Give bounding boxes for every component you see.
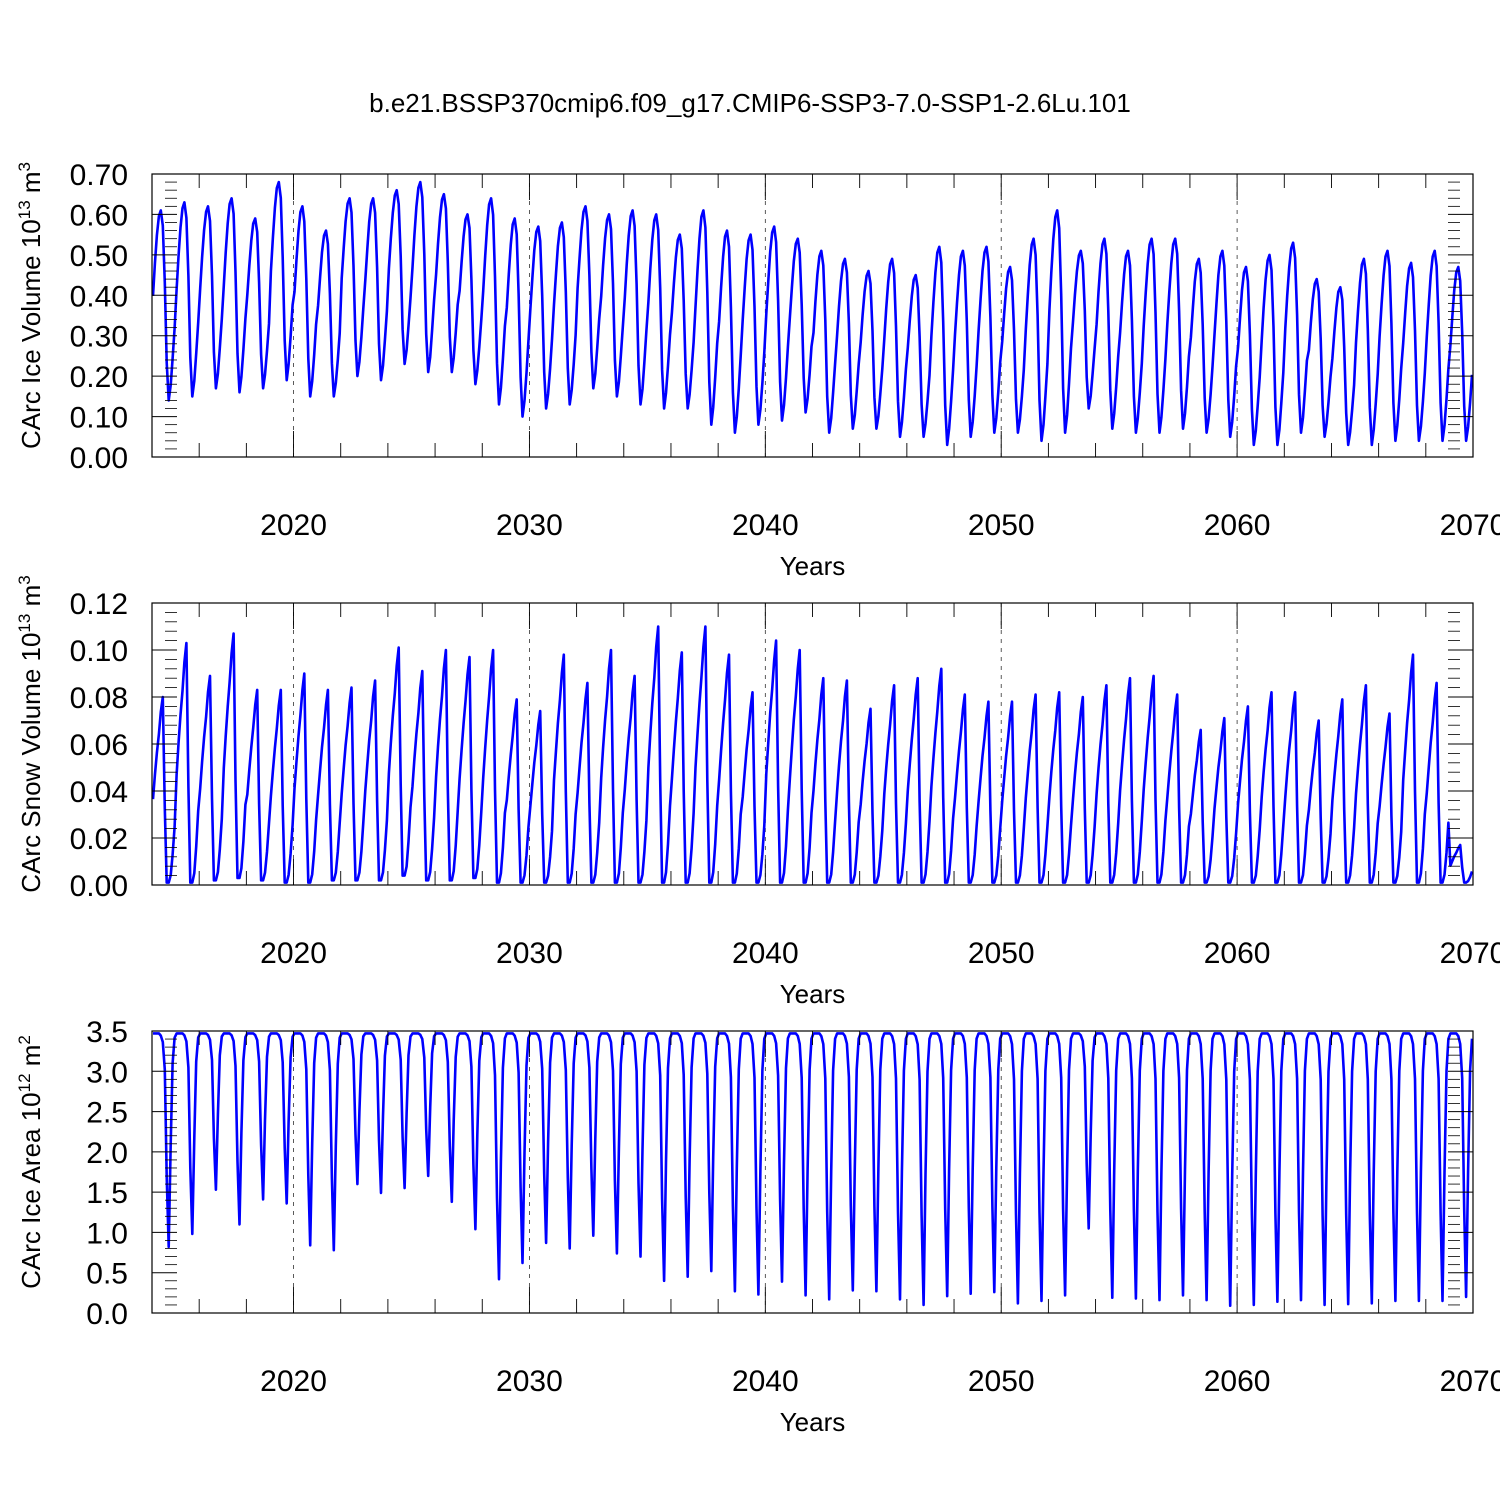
x-tick-label: 2030 bbox=[496, 1365, 563, 1398]
y-tick-label: 0.02 bbox=[70, 823, 128, 856]
y-tick-label: 1.5 bbox=[86, 1177, 128, 1210]
y-tick-label: 0.12 bbox=[70, 588, 128, 621]
y-tick-label: 0.40 bbox=[70, 280, 128, 313]
y-tick-label: 0.06 bbox=[70, 729, 128, 762]
y-tick-label: 2.0 bbox=[86, 1137, 128, 1170]
y-axis-label: CArc Ice Volume 1013 m3 bbox=[15, 162, 46, 449]
y-tick-label: 0.70 bbox=[70, 159, 128, 192]
panel-1: 0.00 0.10 0.20 0.30 0.40 0.50 0.60 0.70 2020 2030… bbox=[15, 159, 1500, 581]
x-tick-label: 2040 bbox=[732, 509, 799, 542]
y-tick-label: 0.0 bbox=[86, 1298, 128, 1331]
x-tick-label: 2020 bbox=[260, 1365, 327, 1398]
y-axis-label: CArc Snow Volume 1013 m3 bbox=[15, 575, 46, 892]
panel-3: 0.0 0.5 1.0 1.5 2.0 2.5 3.0 3.5 2020 2030 2040 2050… bbox=[15, 1016, 1500, 1437]
series-line bbox=[151, 180, 1474, 447]
panel-2: 0.00 0.02 0.04 0.06 0.08 0.10 0.12 2020 2030 2040… bbox=[15, 575, 1500, 1009]
x-axis-label: Years bbox=[780, 1407, 846, 1437]
x-axis-label: Years bbox=[780, 979, 846, 1009]
series-line bbox=[151, 625, 1474, 884]
y-tick-label: 0.10 bbox=[70, 635, 128, 668]
x-tick-label: 2020 bbox=[260, 937, 327, 970]
x-tick-label: 2070 bbox=[1440, 1365, 1500, 1398]
x-tick-label: 2060 bbox=[1204, 937, 1271, 970]
x-tick-label: 2070 bbox=[1440, 509, 1500, 542]
x-tick-label: 2020 bbox=[260, 509, 327, 542]
y-tick-label: 0.30 bbox=[70, 321, 128, 354]
x-tick-label: 2060 bbox=[1204, 1365, 1271, 1398]
y-tick-label: 2.5 bbox=[86, 1097, 128, 1130]
x-axis-label: Years bbox=[780, 551, 846, 581]
x-tick-label: 2050 bbox=[968, 509, 1035, 542]
x-tick-label: 2050 bbox=[968, 937, 1035, 970]
y-tick-label: 0.08 bbox=[70, 682, 128, 715]
y-tick-label: 0.50 bbox=[70, 240, 128, 273]
y-tick-label: 1.0 bbox=[86, 1217, 128, 1250]
x-tick-label: 2030 bbox=[496, 937, 563, 970]
y-tick-label: 0.04 bbox=[70, 776, 128, 809]
y-tick-label: 0.5 bbox=[86, 1258, 128, 1291]
y-tick-label: 0.00 bbox=[70, 442, 128, 475]
chart-title: b.e21.BSSP370cmip6.f09_g17.CMIP6-SSP3-7.… bbox=[369, 88, 1131, 118]
y-tick-label: 0.00 bbox=[70, 870, 128, 903]
x-tick-label: 2040 bbox=[732, 937, 799, 970]
y-tick-label: 0.20 bbox=[70, 361, 128, 394]
x-tick-label: 2030 bbox=[496, 509, 563, 542]
x-tick-label: 2050 bbox=[968, 1365, 1035, 1398]
x-tick-label: 2040 bbox=[732, 1365, 799, 1398]
y-axis-label: CArc Ice Area 1012 m2 bbox=[15, 1035, 46, 1289]
y-tick-label: 3.5 bbox=[86, 1016, 128, 1049]
y-tick-label: 0.10 bbox=[70, 402, 128, 435]
x-tick-label: 2070 bbox=[1440, 937, 1500, 970]
x-tick-label: 2060 bbox=[1204, 509, 1271, 542]
series-line bbox=[153, 1032, 1474, 1307]
y-tick-label: 0.60 bbox=[70, 199, 128, 232]
y-tick-label: 3.0 bbox=[86, 1056, 128, 1089]
